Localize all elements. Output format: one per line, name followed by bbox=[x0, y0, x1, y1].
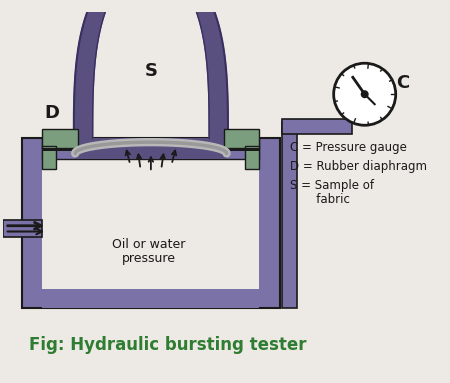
Bar bbox=[22, 138, 280, 308]
Bar bbox=[75, 138, 226, 159]
Text: Oil or water: Oil or water bbox=[112, 238, 185, 251]
Bar bbox=[42, 146, 56, 169]
Bar bbox=[245, 146, 260, 169]
Bar bbox=[42, 148, 78, 151]
Bar bbox=[42, 138, 260, 159]
Bar bbox=[282, 119, 352, 134]
Bar bbox=[42, 289, 260, 308]
Polygon shape bbox=[74, 0, 228, 138]
Bar bbox=[3, 220, 42, 237]
Text: fabric: fabric bbox=[289, 193, 349, 206]
Bar bbox=[42, 159, 260, 289]
Bar bbox=[224, 129, 260, 148]
Circle shape bbox=[361, 91, 368, 98]
Bar bbox=[282, 123, 297, 308]
Text: C: C bbox=[396, 74, 409, 92]
Text: S = Sample of: S = Sample of bbox=[289, 179, 374, 192]
Bar bbox=[42, 129, 78, 148]
Text: D = Rubber diaphragm: D = Rubber diaphragm bbox=[289, 160, 427, 173]
Text: pressure: pressure bbox=[122, 252, 176, 265]
Text: C = Pressure gauge: C = Pressure gauge bbox=[289, 141, 406, 154]
Text: S: S bbox=[144, 62, 158, 80]
Text: D: D bbox=[44, 104, 59, 122]
Bar bbox=[224, 148, 260, 151]
Text: Fig: Hydraulic bursting tester: Fig: Hydraulic bursting tester bbox=[29, 336, 306, 354]
Circle shape bbox=[334, 63, 396, 125]
